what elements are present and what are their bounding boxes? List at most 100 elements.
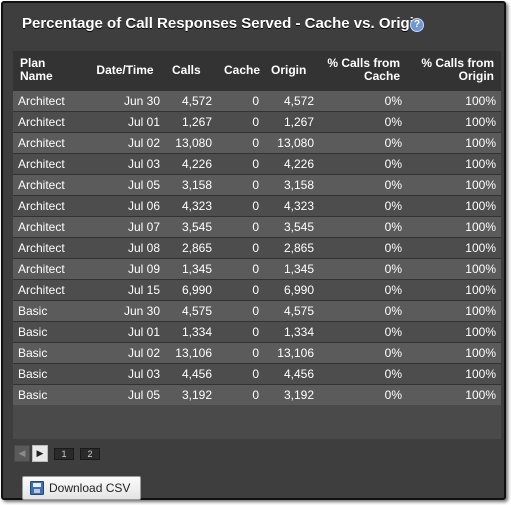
col-header-cache[interactable]: Cache bbox=[217, 51, 264, 90]
arrow-left-icon[interactable]: ◀ bbox=[14, 445, 30, 462]
table-row: Architect Jul 03 4,226 0 4,226 0% 100% bbox=[13, 152, 501, 174]
cell-date-time: Jun 30 bbox=[85, 89, 165, 111]
disk-icon bbox=[30, 481, 44, 495]
table-row: Architect Jul 09 1,345 0 1,345 0% 100% bbox=[13, 257, 501, 279]
cell-calls: 1,267 bbox=[165, 110, 217, 132]
cell-date-time: Jul 03 bbox=[85, 152, 165, 174]
cell-pct-cache: 0% bbox=[319, 341, 407, 363]
cell-pct-origin: 100% bbox=[407, 173, 501, 195]
cell-plan-name: Basic bbox=[13, 383, 85, 405]
cell-pct-cache: 0% bbox=[319, 383, 407, 405]
report-panel: Percentage of Call Responses Served - Ca… bbox=[1, 1, 506, 500]
col-header-origin[interactable]: Origin bbox=[264, 51, 319, 90]
cell-calls: 1,345 bbox=[165, 257, 217, 279]
table-row: Architect Jun 30 4,572 0 4,572 0% 100% bbox=[13, 89, 501, 111]
cell-plan-name: Architect bbox=[13, 89, 85, 111]
table-row: Architect Jul 07 3,545 0 3,545 0% 100% bbox=[13, 215, 501, 237]
cell-calls: 3,545 bbox=[165, 215, 217, 237]
cell-date-time: Jul 15 bbox=[85, 278, 165, 300]
cell-date-time: Jun 30 bbox=[85, 299, 165, 321]
cell-pct-origin: 100% bbox=[407, 299, 501, 321]
cell-cache: 0 bbox=[217, 194, 264, 216]
cell-plan-name: Architect bbox=[13, 152, 85, 174]
cell-calls: 4,456 bbox=[165, 362, 217, 384]
cell-date-time: Jul 08 bbox=[85, 236, 165, 258]
cell-calls: 4,575 bbox=[165, 299, 217, 321]
cell-pct-cache: 0% bbox=[319, 194, 407, 216]
col-header-plan-name[interactable]: Plan Name bbox=[13, 51, 85, 90]
cell-pct-cache: 0% bbox=[319, 320, 407, 342]
cell-date-time: Jul 09 bbox=[85, 257, 165, 279]
cell-plan-name: Architect bbox=[13, 194, 85, 216]
cell-pct-cache: 0% bbox=[319, 173, 407, 195]
download-csv-button[interactable]: Download CSV bbox=[22, 476, 141, 500]
cell-plan-name: Basic bbox=[13, 362, 85, 384]
cell-date-time: Jul 01 bbox=[85, 320, 165, 342]
cell-cache: 0 bbox=[217, 215, 264, 237]
cell-cache: 0 bbox=[217, 152, 264, 174]
col-header-pct-cache[interactable]: % Calls from Cache bbox=[319, 51, 407, 90]
cell-cache: 0 bbox=[217, 173, 264, 195]
cell-date-time: Jul 07 bbox=[85, 215, 165, 237]
cell-pct-cache: 0% bbox=[319, 89, 407, 111]
table-row: Basic Jul 01 1,334 0 1,334 0% 100% bbox=[13, 320, 501, 342]
cell-origin: 4,226 bbox=[264, 152, 319, 174]
col-header-calls[interactable]: Calls bbox=[165, 51, 217, 90]
cell-cache: 0 bbox=[217, 341, 264, 363]
table-row: Architect Jul 05 3,158 0 3,158 0% 100% bbox=[13, 173, 501, 195]
cell-pct-origin: 100% bbox=[407, 152, 501, 174]
arrow-right-icon[interactable]: ▶ bbox=[32, 445, 48, 462]
table-row: Architect Jul 02 13,080 0 13,080 0% 100% bbox=[13, 131, 501, 153]
table-row: Architect Jul 08 2,865 0 2,865 0% 100% bbox=[13, 236, 501, 258]
cell-pct-origin: 100% bbox=[407, 278, 501, 300]
cell-pct-cache: 0% bbox=[319, 257, 407, 279]
cell-date-time: Jul 05 bbox=[85, 173, 165, 195]
cell-origin: 3,192 bbox=[264, 383, 319, 405]
table-row: Architect Jul 06 4,323 0 4,323 0% 100% bbox=[13, 194, 501, 216]
cell-plan-name: Basic bbox=[13, 320, 85, 342]
page-button-1[interactable]: 1 bbox=[54, 447, 74, 460]
cell-pct-cache: 0% bbox=[319, 131, 407, 153]
cell-cache: 0 bbox=[217, 278, 264, 300]
cell-calls: 4,226 bbox=[165, 152, 217, 174]
cell-pct-cache: 0% bbox=[319, 110, 407, 132]
table-body: Architect Jun 30 4,572 0 4,572 0% 100% Architec… bbox=[13, 89, 501, 405]
page-button-2[interactable]: 2 bbox=[80, 447, 100, 460]
table-row: Basic Jul 02 13,106 0 13,106 0% 100% bbox=[13, 341, 501, 363]
table-row: Architect Jul 15 6,990 0 6,990 0% 100% bbox=[13, 278, 501, 300]
cell-date-time: Jul 01 bbox=[85, 110, 165, 132]
panel-title: Percentage of Call Responses Served - Ca… bbox=[22, 15, 423, 32]
col-header-pct-origin[interactable]: % Calls from Origin bbox=[407, 51, 501, 90]
cell-date-time: Jul 03 bbox=[85, 362, 165, 384]
col-header-date-time[interactable]: Date/Time bbox=[85, 51, 165, 90]
cell-plan-name: Basic bbox=[13, 341, 85, 363]
cell-plan-name: Architect bbox=[13, 278, 85, 300]
cell-pct-origin: 100% bbox=[407, 362, 501, 384]
data-table: Plan Name Date/Time Calls Cache Origin %… bbox=[13, 51, 501, 405]
cell-pct-origin: 100% bbox=[407, 320, 501, 342]
table-row: Basic Jul 03 4,456 0 4,456 0% 100% bbox=[13, 362, 501, 384]
cell-calls: 2,865 bbox=[165, 236, 217, 258]
cell-calls: 1,334 bbox=[165, 320, 217, 342]
cell-cache: 0 bbox=[217, 299, 264, 321]
cell-plan-name: Architect bbox=[13, 215, 85, 237]
cell-origin: 1,334 bbox=[264, 320, 319, 342]
cell-pct-origin: 100% bbox=[407, 257, 501, 279]
table-row: Basic Jul 05 3,192 0 3,192 0% 100% bbox=[13, 383, 501, 405]
cell-origin: 4,323 bbox=[264, 194, 319, 216]
table-row: Basic Jun 30 4,575 0 4,575 0% 100% bbox=[13, 299, 501, 321]
cell-plan-name: Architect bbox=[13, 173, 85, 195]
table-header-row: Plan Name Date/Time Calls Cache Origin %… bbox=[13, 51, 501, 90]
help-icon[interactable]: ? bbox=[410, 18, 424, 32]
cell-pct-origin: 100% bbox=[407, 383, 501, 405]
cell-cache: 0 bbox=[217, 362, 264, 384]
cell-plan-name: Architect bbox=[13, 110, 85, 132]
cell-origin: 1,345 bbox=[264, 257, 319, 279]
cell-pct-cache: 0% bbox=[319, 215, 407, 237]
cell-origin: 2,865 bbox=[264, 236, 319, 258]
cell-date-time: Jul 02 bbox=[85, 131, 165, 153]
cell-calls: 3,158 bbox=[165, 173, 217, 195]
cell-cache: 0 bbox=[217, 131, 264, 153]
cell-origin: 4,572 bbox=[264, 89, 319, 111]
cell-origin: 3,158 bbox=[264, 173, 319, 195]
